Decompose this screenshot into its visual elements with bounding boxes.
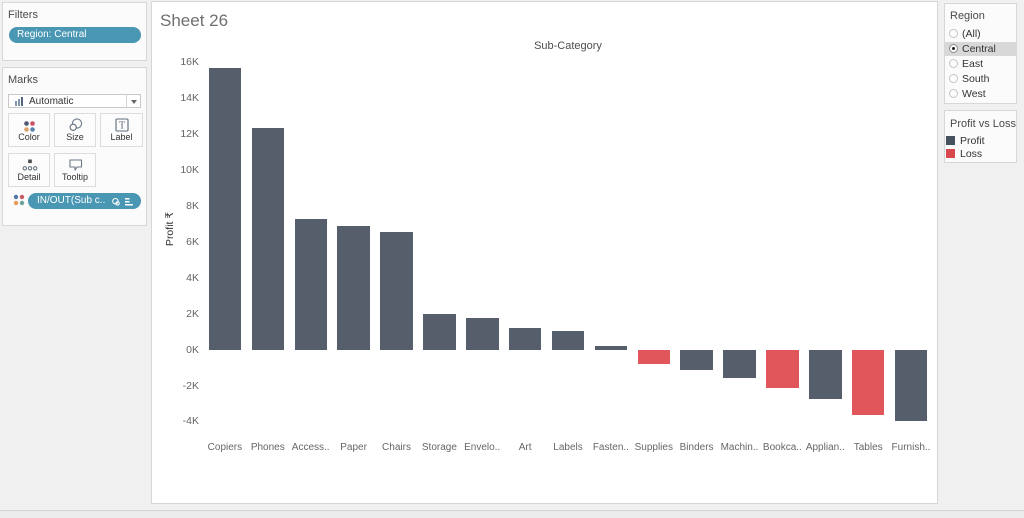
svg-text:T: T [119,121,125,132]
